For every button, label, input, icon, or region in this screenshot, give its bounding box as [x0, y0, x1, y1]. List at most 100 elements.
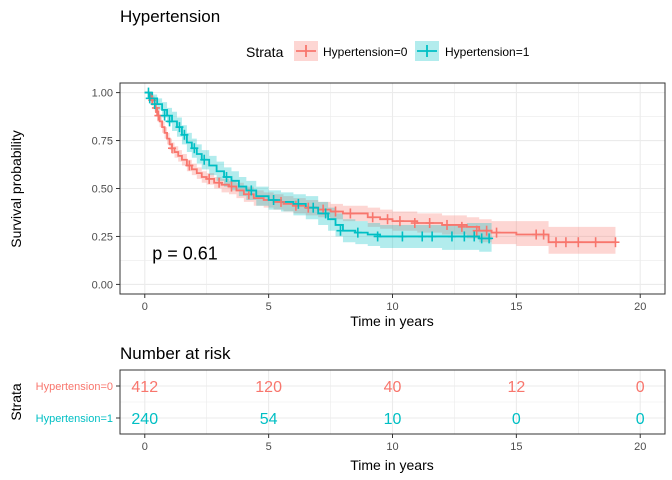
censor-mark — [336, 225, 345, 236]
censor-mark — [215, 177, 224, 188]
legend: Strata Hypertension=0 Hypertension=1 — [246, 41, 530, 61]
censor-mark — [165, 116, 174, 127]
y-tick-label: 0.25 — [92, 231, 113, 243]
censor-mark — [180, 129, 189, 140]
survival-plot-y-axis: 0.00 0.25 0.50 0.75 1.00 — [92, 88, 120, 291]
risk-count: 40 — [384, 379, 402, 396]
censor-mark — [277, 196, 286, 207]
censor-mark — [160, 110, 169, 121]
censor-mark — [353, 227, 362, 238]
legend-title: Strata — [246, 44, 284, 60]
legend-label-hypertension-1: Hypertension=1 — [445, 45, 530, 59]
risk-table-row-labels: Hypertension=0 Hypertension=1 — [36, 381, 120, 425]
censor-mark — [477, 233, 486, 244]
censor-mark — [460, 231, 469, 242]
survival-plot-gridlines — [120, 83, 665, 294]
x-tick-label: 0 — [142, 301, 148, 313]
censor-mark — [611, 237, 620, 248]
censor-mark — [410, 218, 419, 229]
survival-curve-hypertension-0 — [144, 91, 616, 244]
risk-x-tick-label: 15 — [510, 441, 522, 453]
risk-table-y-axis-label: Strata — [8, 383, 24, 421]
censor-mark — [428, 231, 437, 242]
risk-row-label: Hypertension=0 — [36, 381, 113, 393]
x-tick-label: 10 — [386, 301, 398, 313]
risk-table-x-axis: 0 5 10 15 20 — [142, 434, 646, 453]
censor-mark — [200, 154, 209, 165]
censor-mark — [309, 202, 318, 213]
censor-mark — [418, 231, 427, 242]
risk-count: 240 — [131, 411, 158, 428]
censor-mark — [144, 87, 153, 98]
x-tick-label: 15 — [510, 301, 522, 313]
censor-mark — [222, 171, 231, 182]
censor-mark — [457, 221, 466, 232]
censor-mark — [398, 231, 407, 242]
y-tick-label: 1.00 — [92, 88, 113, 100]
risk-count: 54 — [260, 411, 278, 428]
censor-mark — [168, 143, 177, 154]
y-tick-label: 0.50 — [92, 184, 113, 196]
censor-mark — [346, 208, 355, 219]
censor-mark — [294, 198, 303, 209]
risk-count: 120 — [255, 379, 282, 396]
risk-x-tick-label: 0 — [142, 441, 148, 453]
risk-count: 0 — [636, 411, 645, 428]
censor-mark — [185, 160, 194, 171]
p-value-annotation: p = 0.61 — [152, 244, 218, 264]
censor-mark — [443, 219, 451, 230]
survival-plot-x-axis: 0 5 10 15 20 — [142, 294, 646, 313]
censor-mark — [145, 93, 154, 104]
legend-key-hypertension-1 — [415, 41, 439, 61]
censor-mark — [150, 99, 159, 110]
y-tick-label: 0.00 — [92, 279, 113, 291]
censor-mark — [190, 143, 199, 154]
risk-x-tick-label: 5 — [266, 441, 272, 453]
censor-mark — [331, 206, 340, 217]
risk-count: 412 — [131, 379, 158, 396]
censor-mark — [269, 195, 278, 206]
censor-mark — [561, 237, 570, 248]
censor-mark — [482, 225, 491, 236]
risk-row-label: Hypertension=1 — [36, 413, 113, 425]
censor-mark — [368, 212, 377, 223]
censor-mark — [539, 229, 548, 240]
x-tick-label: 5 — [266, 301, 272, 313]
censor-mark — [552, 237, 560, 248]
x-tick-label: 20 — [634, 301, 646, 313]
censor-mark — [532, 229, 541, 240]
censor-mark — [321, 208, 330, 219]
risk-x-tick-label: 10 — [386, 441, 398, 453]
risk-count: 0 — [512, 411, 521, 428]
risk-table-title: Number at risk — [120, 344, 231, 363]
censor-mark — [247, 185, 256, 196]
censor-mark — [175, 122, 184, 133]
legend-label-hypertension-0: Hypertension=0 — [323, 45, 408, 59]
risk-table-gridlines — [120, 370, 665, 434]
risk-count: 12 — [507, 379, 525, 396]
risk-count: 10 — [384, 411, 402, 428]
y-tick-label: 0.75 — [92, 136, 113, 148]
censor-mark — [205, 173, 214, 184]
censor-mark — [472, 225, 481, 236]
censor-mark — [492, 227, 501, 238]
survival-plot-title: Hypertension — [120, 7, 220, 26]
confidence-band-hypertension-0 — [144, 92, 616, 254]
censor-mark — [227, 181, 236, 192]
risk-count: 0 — [636, 379, 645, 396]
survival-plot-x-axis-label: Time in years — [350, 313, 434, 329]
censor-mark — [425, 218, 434, 229]
censor-mark — [485, 233, 494, 244]
censor-mark — [591, 237, 600, 248]
censor-mark — [447, 231, 456, 242]
censor-mark — [383, 214, 392, 225]
censor-mark — [373, 231, 382, 242]
censor-mark — [395, 216, 404, 227]
legend-key-hypertension-0 — [294, 41, 318, 61]
censor-marks — [144, 87, 620, 248]
risk-table-x-axis-label: Time in years — [350, 457, 434, 473]
censor-mark — [470, 231, 479, 242]
